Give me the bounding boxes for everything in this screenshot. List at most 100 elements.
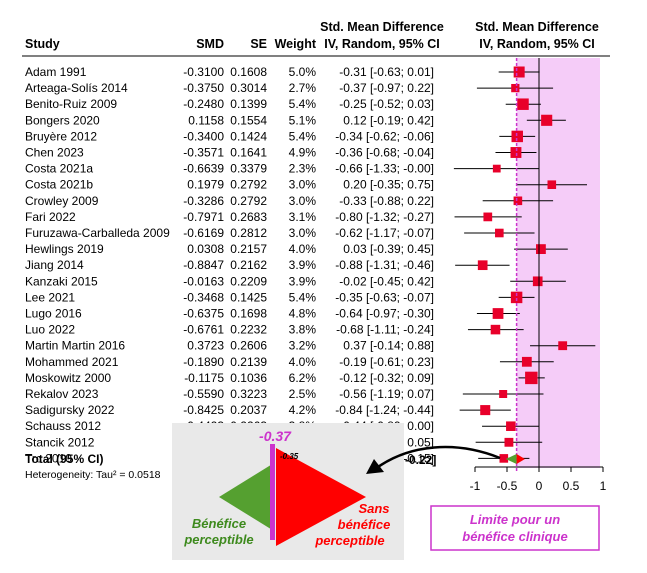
row-weight: 3.0% [289, 226, 317, 240]
effect-square [490, 324, 501, 335]
row-se: 0.1554 [230, 113, 267, 127]
row-study: Martin Martin 2016 [25, 339, 125, 353]
header-plot-top: Std. Mean Difference [475, 20, 599, 34]
row-smd: 0.1158 [188, 113, 224, 127]
row-study: Arteaga-Solís 2014 [25, 81, 128, 95]
row-ci: -0.88 [-1.31; -0.46] [335, 258, 434, 272]
row-se: 0.2792 [230, 194, 267, 208]
row-study: Chen 2023 [25, 146, 84, 160]
row-weight: 3.1% [289, 210, 317, 224]
row-study: Rekalov 2023 [25, 387, 99, 401]
row-study: Crowley 2009 [25, 194, 99, 208]
effect-square [511, 83, 520, 93]
callout-line-1: Limite pour un [470, 512, 560, 527]
x-tick-label: 1 [600, 479, 607, 493]
inset-box: -0.37 -0.35 Bénéfice perceptible Sans bé… [172, 423, 404, 560]
row-weight: 3.9% [289, 258, 317, 272]
row-study: Lugo 2016 [25, 307, 82, 321]
header-study: Study [25, 37, 60, 51]
effect-square [532, 276, 543, 287]
row-weight: 4.0% [289, 355, 317, 369]
row-ci: 0.20 [-0.35; 0.75] [343, 178, 434, 192]
row-study: Bongers 2020 [25, 113, 100, 127]
row-weight: 5.1% [289, 113, 317, 127]
effect-square [513, 196, 523, 206]
row-smd: -0.3468 [183, 290, 224, 304]
row-se: 0.2792 [230, 178, 267, 192]
row-ci: -0.34 [-0.62; -0.06] [335, 129, 434, 143]
row-study: Stancik 2012 [25, 435, 95, 449]
row-study: Sadigursky 2022 [25, 403, 115, 417]
row-se: 0.2209 [230, 274, 267, 288]
row-se: 0.2037 [230, 403, 267, 417]
heterogeneity-text: Heterogeneity: Tau² = 0.0518 [25, 469, 161, 481]
row-ci: -0.31 [-0.63; 0.01] [339, 65, 434, 79]
effect-square [517, 98, 529, 110]
row-study: Costa 2021b [25, 178, 93, 192]
row-se: 0.1399 [230, 97, 267, 111]
row-study: Luo 2022 [25, 323, 75, 337]
row-ci: -0.36 [-0.68; -0.04] [335, 146, 434, 160]
row-study: Jiang 2014 [25, 258, 84, 272]
callout-line-2: bénéfice clinique [462, 529, 567, 544]
row-weight: 4.0% [289, 242, 317, 256]
row-smd: -0.8425 [183, 403, 224, 417]
row-weight: 4.2% [289, 403, 317, 417]
row-study: Benito-Ruiz 2009 [25, 97, 117, 111]
effect-square [541, 114, 553, 126]
header-plot-bottom: IV, Random, 95% CI [479, 37, 595, 51]
row-smd: -0.6761 [183, 323, 224, 337]
effect-square [499, 454, 509, 463]
row-se: 0.2139 [230, 355, 267, 369]
row-ci: -0.64 [-0.97; -0.30] [335, 307, 434, 321]
header-weight: Weight [275, 37, 317, 51]
row-se: 0.2683 [230, 210, 267, 224]
row-se: 0.3223 [230, 387, 267, 401]
row-smd: -0.3400 [183, 129, 224, 143]
row-smd: 0.1979 [187, 178, 224, 192]
inset-red-triangle [276, 448, 366, 546]
row-smd: -0.6639 [183, 162, 224, 176]
row-weight: 2.3% [289, 162, 317, 176]
row-se: 0.1036 [230, 371, 267, 385]
row-ci: -0.84 [-1.24; -0.44] [335, 403, 434, 417]
study-rows: Adam 1991 -0.3100 0.1608 5.0% -0.31 [-0.63; … [25, 65, 434, 465]
row-se: 0.1641 [230, 146, 267, 160]
inset-right-label-2: bénéfice [338, 517, 391, 532]
effect-square [480, 405, 491, 416]
effect-square [495, 228, 504, 238]
header-ci-top: Std. Mean Difference [320, 20, 444, 34]
row-se: 0.2812 [230, 226, 267, 240]
effect-square [492, 164, 501, 173]
header-ci-bottom: IV, Random, 95% CI [324, 37, 440, 51]
callout-arrowhead [366, 459, 384, 474]
row-ci: -0.19 [-0.61; 0.23] [339, 355, 434, 369]
effect-square [521, 356, 532, 367]
row-weight: 2.7% [289, 81, 317, 95]
row-ci: -0.02 [-0.45; 0.42] [339, 274, 434, 288]
row-weight: 3.2% [289, 339, 317, 353]
row-se: 0.2232 [230, 323, 267, 337]
row-smd: -0.6375 [183, 307, 224, 321]
callout-border [430, 505, 600, 551]
row-weight: 4.9% [289, 146, 317, 160]
row-smd: -0.3750 [183, 81, 224, 95]
effect-square [477, 260, 488, 271]
row-smd: -0.1890 [183, 355, 224, 369]
callout-box: Limite pour un bénéfice clinique [430, 505, 600, 551]
row-study: Schauss 2012 [25, 419, 101, 433]
row-ci: -0.25 [-0.52; 0.03] [339, 97, 434, 111]
row-ci: -0.37 [-0.97; 0.22] [339, 81, 434, 95]
row-weight: 5.4% [289, 129, 317, 143]
row-ci: -0.15] [403, 451, 434, 465]
row-weight: 3.8% [289, 323, 317, 337]
row-smd: -0.3286 [183, 194, 224, 208]
inset-right-label-3: perceptible [314, 533, 384, 548]
effect-square [547, 180, 557, 189]
row-ci: -0.68 [-1.11; -0.24] [336, 323, 434, 337]
row-ci: 0.03 [-0.39; 0.45] [343, 242, 434, 256]
row-study: Trc 2010 [25, 451, 72, 465]
row-study: Kanzaki 2015 [25, 274, 98, 288]
row-smd: -0.2480 [183, 97, 224, 111]
row-smd: -0.3100 [183, 65, 224, 79]
